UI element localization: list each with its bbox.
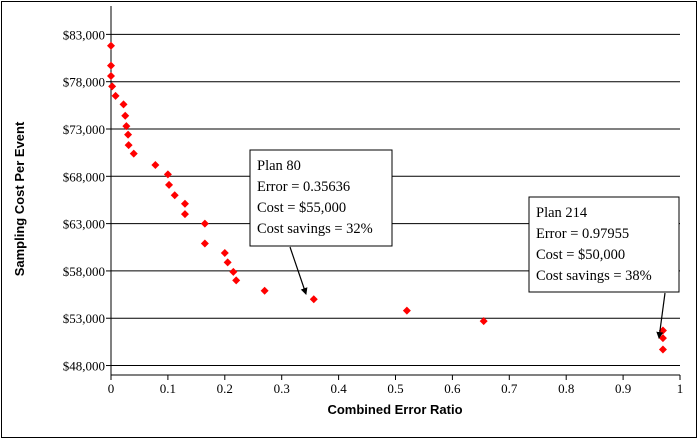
- data-point: [151, 160, 160, 169]
- y-tick-label: $78,000: [63, 75, 105, 90]
- data-point: [220, 248, 229, 257]
- data-point: [129, 149, 138, 158]
- y-tick-label: $58,000: [63, 264, 105, 279]
- data-point: [107, 41, 115, 50]
- x-tick-label: 1: [677, 381, 684, 396]
- y-tick-label: $73,000: [63, 122, 105, 137]
- data-point: [107, 72, 115, 81]
- x-tick-label: 0.9: [615, 381, 631, 396]
- data-point: [223, 258, 232, 267]
- annotation-box: [528, 196, 680, 293]
- data-point: [163, 170, 172, 179]
- y-tick-label: $68,000: [63, 169, 105, 184]
- annotation-box: [249, 149, 393, 247]
- data-point: [124, 141, 133, 150]
- annotation-callout: Plan 214 Error = 0.97955 Cost = $50,000 Cos…: [528, 196, 680, 339]
- data-point: [658, 345, 667, 354]
- data-point: [111, 91, 120, 100]
- data-point: [121, 111, 130, 120]
- data-point: [658, 334, 667, 343]
- annotation-line: Plan 214: [536, 205, 588, 221]
- data-point: [200, 219, 209, 228]
- annotation-line: Cost = $55,000: [257, 200, 346, 216]
- x-tick-label: 0.4: [330, 381, 347, 396]
- gridlines: [111, 33, 680, 367]
- data-point: [402, 306, 411, 315]
- data-point: [229, 267, 238, 276]
- y-tick-label: $48,000: [63, 359, 105, 374]
- data-points: [107, 41, 667, 354]
- annotation-line: Error = 0.35636: [257, 179, 350, 195]
- data-point: [108, 82, 117, 91]
- x-tick-label: 0.2: [217, 381, 233, 396]
- y-tick-labels: $48,000 $53,000 $58,000 $63,000 $68,000 $73,0…: [63, 27, 105, 373]
- data-point: [200, 239, 209, 248]
- data-point: [124, 130, 133, 139]
- x-tick-label: 0.1: [160, 381, 176, 396]
- x-tick-label: 0.3: [274, 381, 290, 396]
- annotation-callout: Plan 80 Error = 0.35636 Cost = $55,000 Cost…: [249, 149, 393, 295]
- annotations: Plan 80 Error = 0.35636 Cost = $55,000 Cost…: [249, 149, 680, 339]
- data-point: [232, 276, 241, 285]
- data-point: [107, 61, 115, 70]
- data-point: [260, 286, 269, 295]
- data-point: [119, 100, 128, 109]
- data-point: [479, 317, 488, 326]
- x-axis-title: Combined Error Ratio: [327, 402, 462, 417]
- annotation-arrow: [656, 292, 666, 339]
- annotation-line: Cost = $50,000: [536, 247, 625, 263]
- y-tick-label: $63,000: [63, 217, 105, 232]
- x-tick-label: 0: [108, 381, 115, 396]
- x-tick-label: 0.5: [387, 381, 403, 396]
- annotation-line: Plan 80: [257, 158, 301, 174]
- x-tick-label: 0.6: [444, 381, 461, 396]
- annotation-line: Error = 0.97955: [536, 226, 629, 242]
- y-tick-label: $83,000: [63, 27, 105, 42]
- data-point: [170, 191, 179, 200]
- annotation-arrow: [289, 246, 308, 295]
- data-point: [122, 122, 131, 131]
- annotation-line: Cost savings = 32%: [257, 221, 373, 237]
- x-tick-label: 0.7: [501, 381, 518, 396]
- y-axis-title: Sampling Cost Per Event: [12, 121, 27, 276]
- axes: [106, 6, 681, 380]
- annotation-line: Cost savings = 38%: [536, 268, 652, 284]
- data-point: [165, 180, 174, 189]
- y-tick-label: $53,000: [63, 311, 105, 326]
- data-point: [180, 210, 189, 219]
- x-tick-label: 0.8: [558, 381, 574, 396]
- data-point: [309, 295, 318, 304]
- data-point: [180, 199, 189, 208]
- x-tick-labels: 0 0.1 0.2 0.3 0.4 0.5 0.6 0.7 0.8 0.9 1: [108, 381, 684, 396]
